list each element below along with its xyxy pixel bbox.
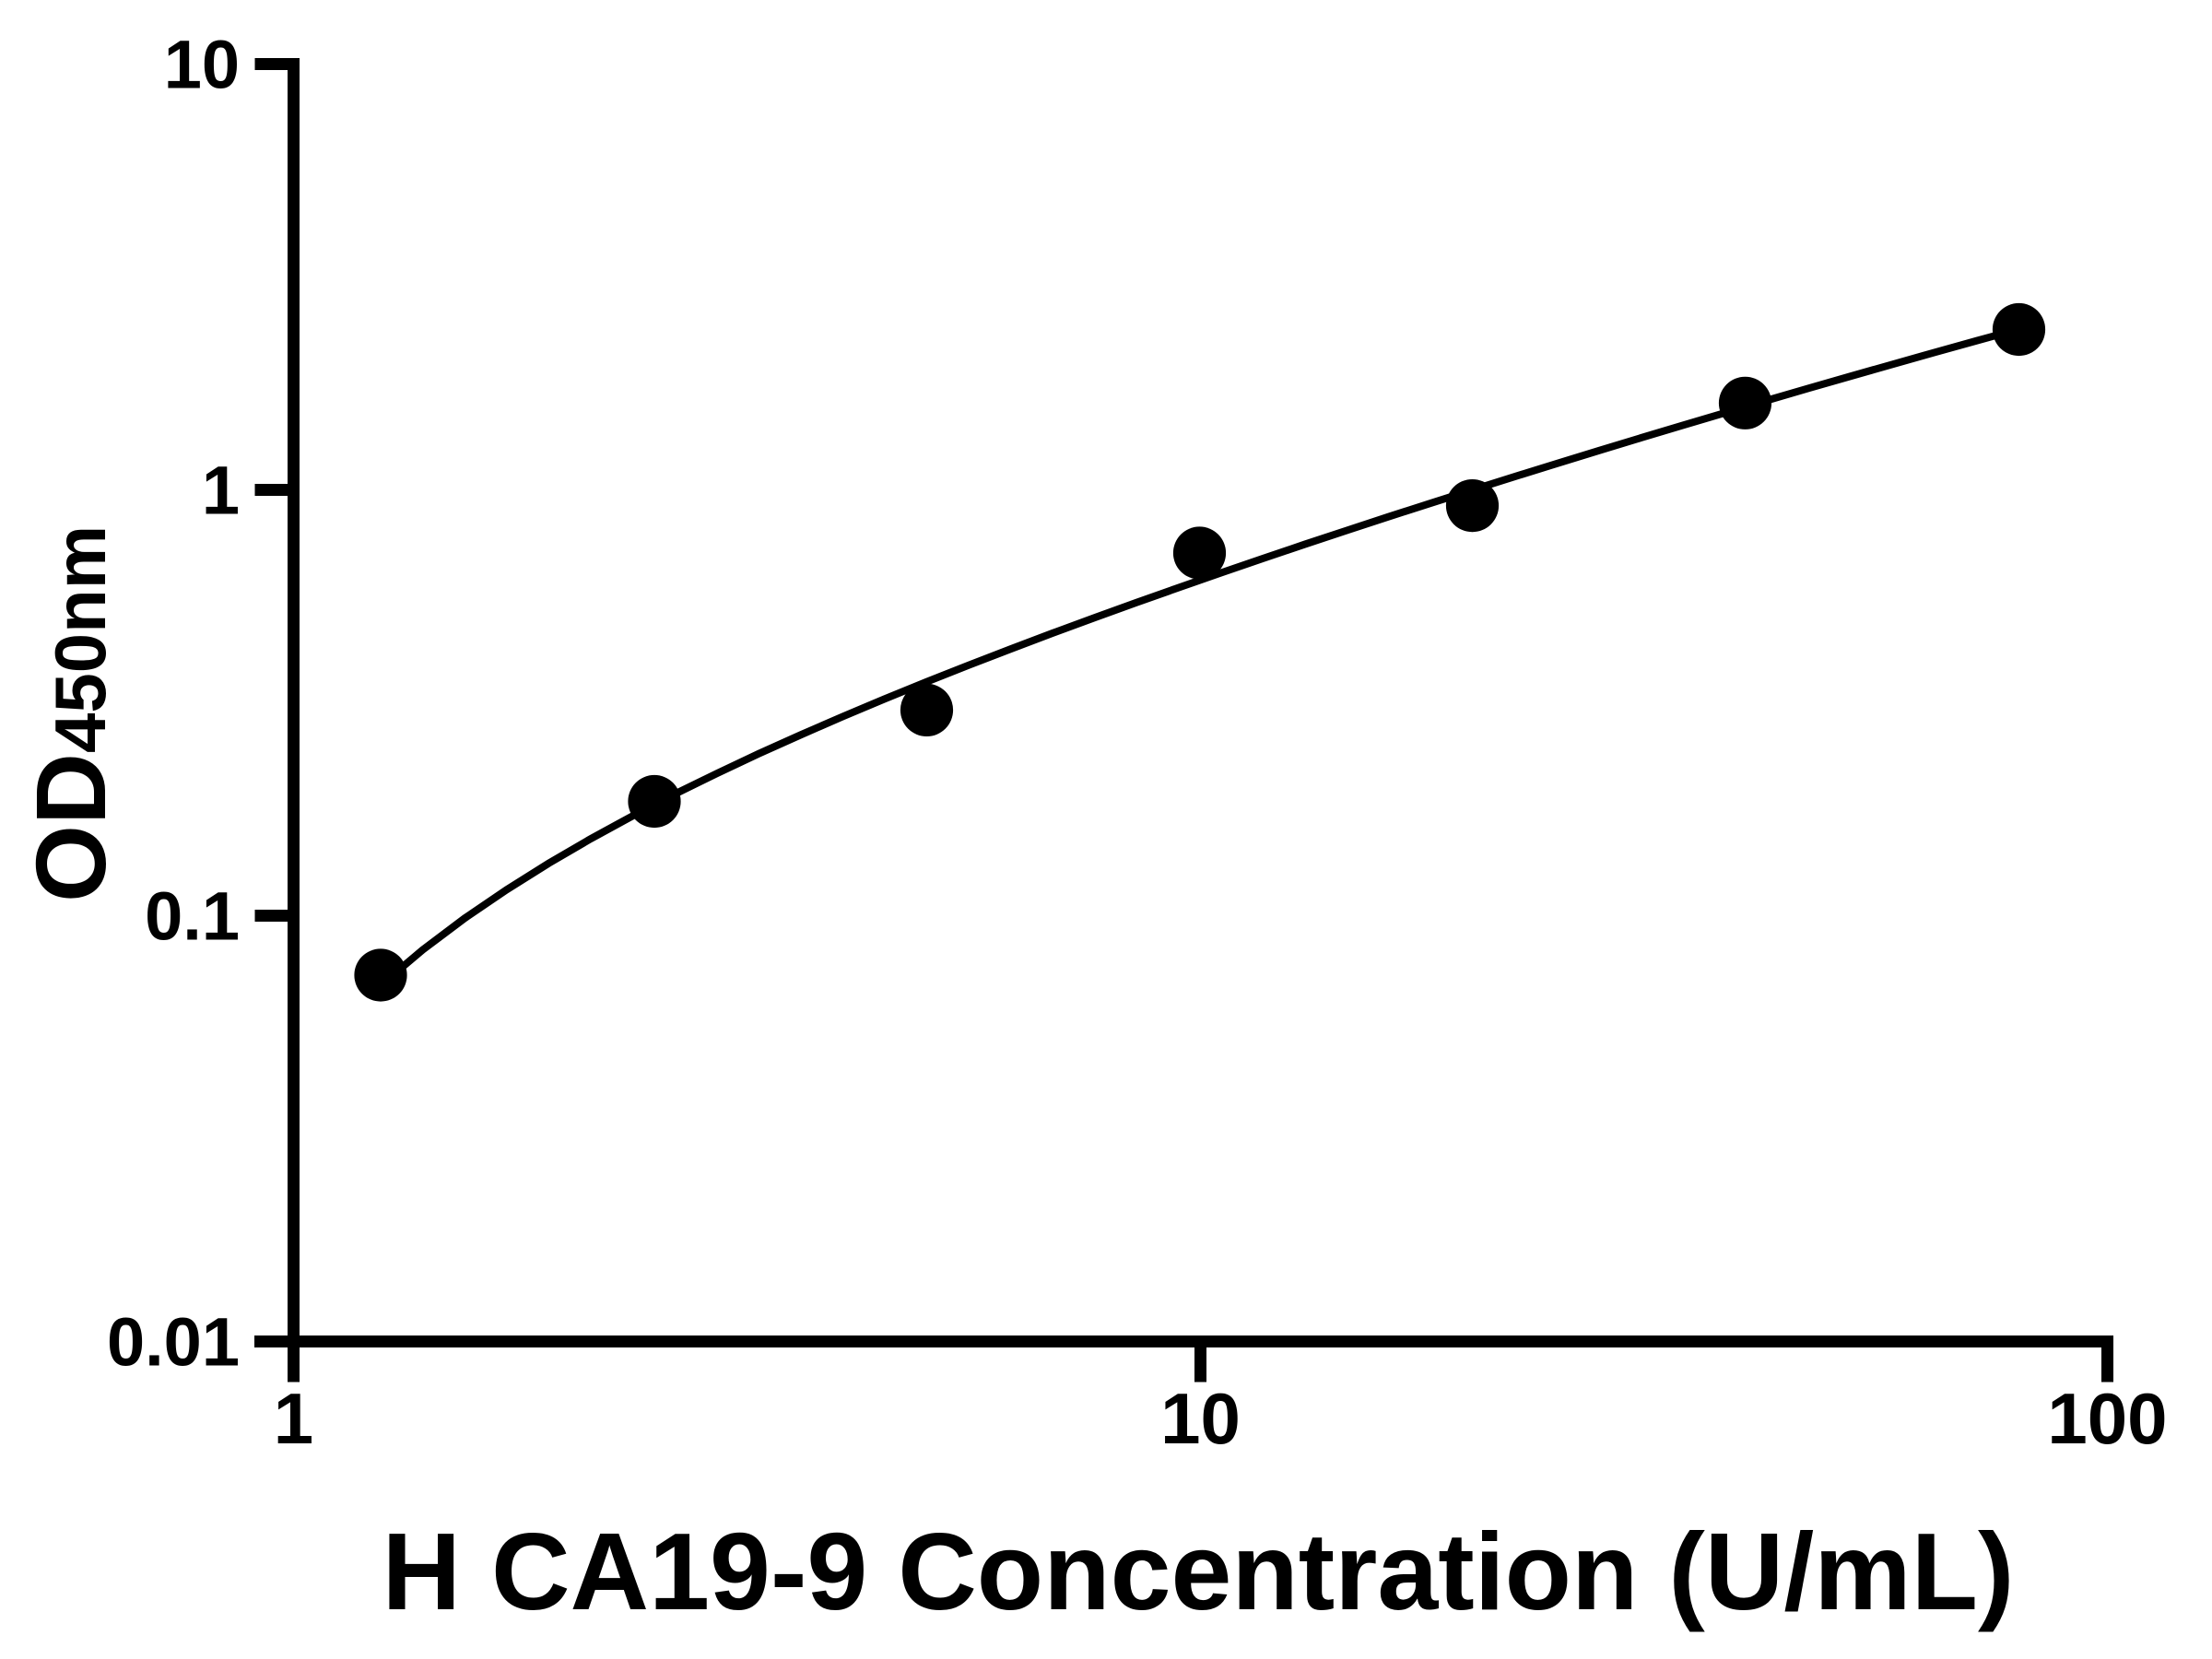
svg-text:1: 1 [202, 453, 240, 529]
svg-text:OD450nm: OD450nm [15, 525, 126, 902]
svg-text:0.01: 0.01 [107, 1304, 240, 1381]
svg-text:100: 100 [2047, 1378, 2167, 1459]
svg-text:10: 10 [1160, 1378, 1241, 1459]
svg-text:1: 1 [274, 1378, 313, 1459]
svg-text:10: 10 [164, 27, 240, 103]
svg-text:H CA19-9 Concentration (U/mL): H CA19-9 Concentration (U/mL) [382, 1512, 2014, 1633]
svg-text:0.1: 0.1 [145, 878, 240, 955]
